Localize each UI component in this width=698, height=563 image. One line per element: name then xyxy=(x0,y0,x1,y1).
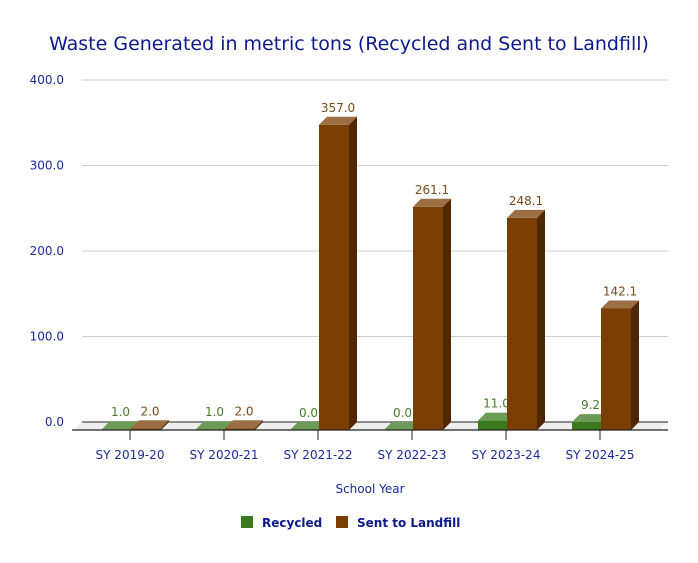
bar-landfill: 142.1 xyxy=(601,285,639,430)
bar-front xyxy=(572,422,601,430)
bar-top xyxy=(319,116,357,125)
bar-top xyxy=(102,421,139,430)
data-label: 0.0 xyxy=(299,406,318,420)
bar-top xyxy=(478,412,515,421)
bar-side xyxy=(537,209,545,430)
x-tick-label: SY 2019-20 xyxy=(96,448,165,462)
bar-recycled: 0.0 xyxy=(384,406,421,430)
y-tick-label: 300.0 xyxy=(30,159,64,173)
bar-front xyxy=(478,420,507,430)
bar-landfill: 261.1 xyxy=(413,183,451,430)
bar-front xyxy=(225,428,255,430)
bar-top xyxy=(572,414,609,423)
legend-item-recycled[interactable]: Recycled xyxy=(241,516,322,530)
x-tick-label: SY 2023-24 xyxy=(472,448,541,462)
bar-top xyxy=(131,420,169,429)
bar-recycled: 0.0 xyxy=(290,406,327,430)
data-label: 1.0 xyxy=(205,405,224,419)
data-label: 2.0 xyxy=(140,404,159,418)
y-tick-label: 100.0 xyxy=(30,330,64,344)
bar-top xyxy=(196,421,233,430)
bar-side xyxy=(255,420,263,430)
bar-top xyxy=(384,422,421,430)
legend-item-landfill[interactable]: Sent to Landfill xyxy=(336,516,460,530)
x-axis-label: School Year xyxy=(335,482,404,496)
bar-top xyxy=(225,420,263,429)
bar-side xyxy=(631,300,639,430)
x-tick-label: SY 2024-25 xyxy=(566,448,635,462)
bar-side xyxy=(443,198,451,430)
data-label: 357.0 xyxy=(321,101,355,115)
bar-top xyxy=(290,422,327,430)
bar-top xyxy=(413,198,451,207)
bar-side xyxy=(349,116,357,430)
legend-label: Recycled xyxy=(262,516,322,530)
chart-title: Waste Generated in metric tons (Recycled… xyxy=(49,33,649,55)
bar-front xyxy=(413,206,443,430)
bar-landfill: 2.0 xyxy=(131,404,169,430)
data-label: 9.2 xyxy=(581,398,600,412)
x-tick-label: SY 2020-21 xyxy=(190,448,259,462)
bar-front xyxy=(131,428,161,430)
data-label: 261.1 xyxy=(415,183,449,197)
x-tick-label: SY 2021-22 xyxy=(284,448,353,462)
x-tick-label: SY 2022-23 xyxy=(378,448,447,462)
bar-front xyxy=(601,308,631,430)
legend-swatch xyxy=(241,516,253,528)
bar-top xyxy=(601,300,639,309)
bar-top xyxy=(507,209,545,218)
bar-landfill: 2.0 xyxy=(225,404,263,430)
data-label: 2.0 xyxy=(234,404,253,418)
bar-side xyxy=(161,420,169,430)
data-label: 0.0 xyxy=(393,406,412,420)
data-label: 248.1 xyxy=(509,194,543,208)
y-tick-label: 200.0 xyxy=(30,244,64,258)
legend-swatch xyxy=(336,516,348,528)
legend-label: Sent to Landfill xyxy=(357,516,460,530)
data-label: 11.0 xyxy=(483,397,510,411)
y-tick-label: 400.0 xyxy=(30,73,64,87)
data-label: 1.0 xyxy=(111,405,130,419)
bar-landfill: 248.1 xyxy=(507,194,545,430)
data-label: 142.1 xyxy=(603,285,637,299)
y-tick-label: 0.0 xyxy=(45,415,64,429)
bar-front xyxy=(507,217,537,430)
bar-landfill: 357.0 xyxy=(319,101,357,430)
bar-front xyxy=(319,124,349,430)
